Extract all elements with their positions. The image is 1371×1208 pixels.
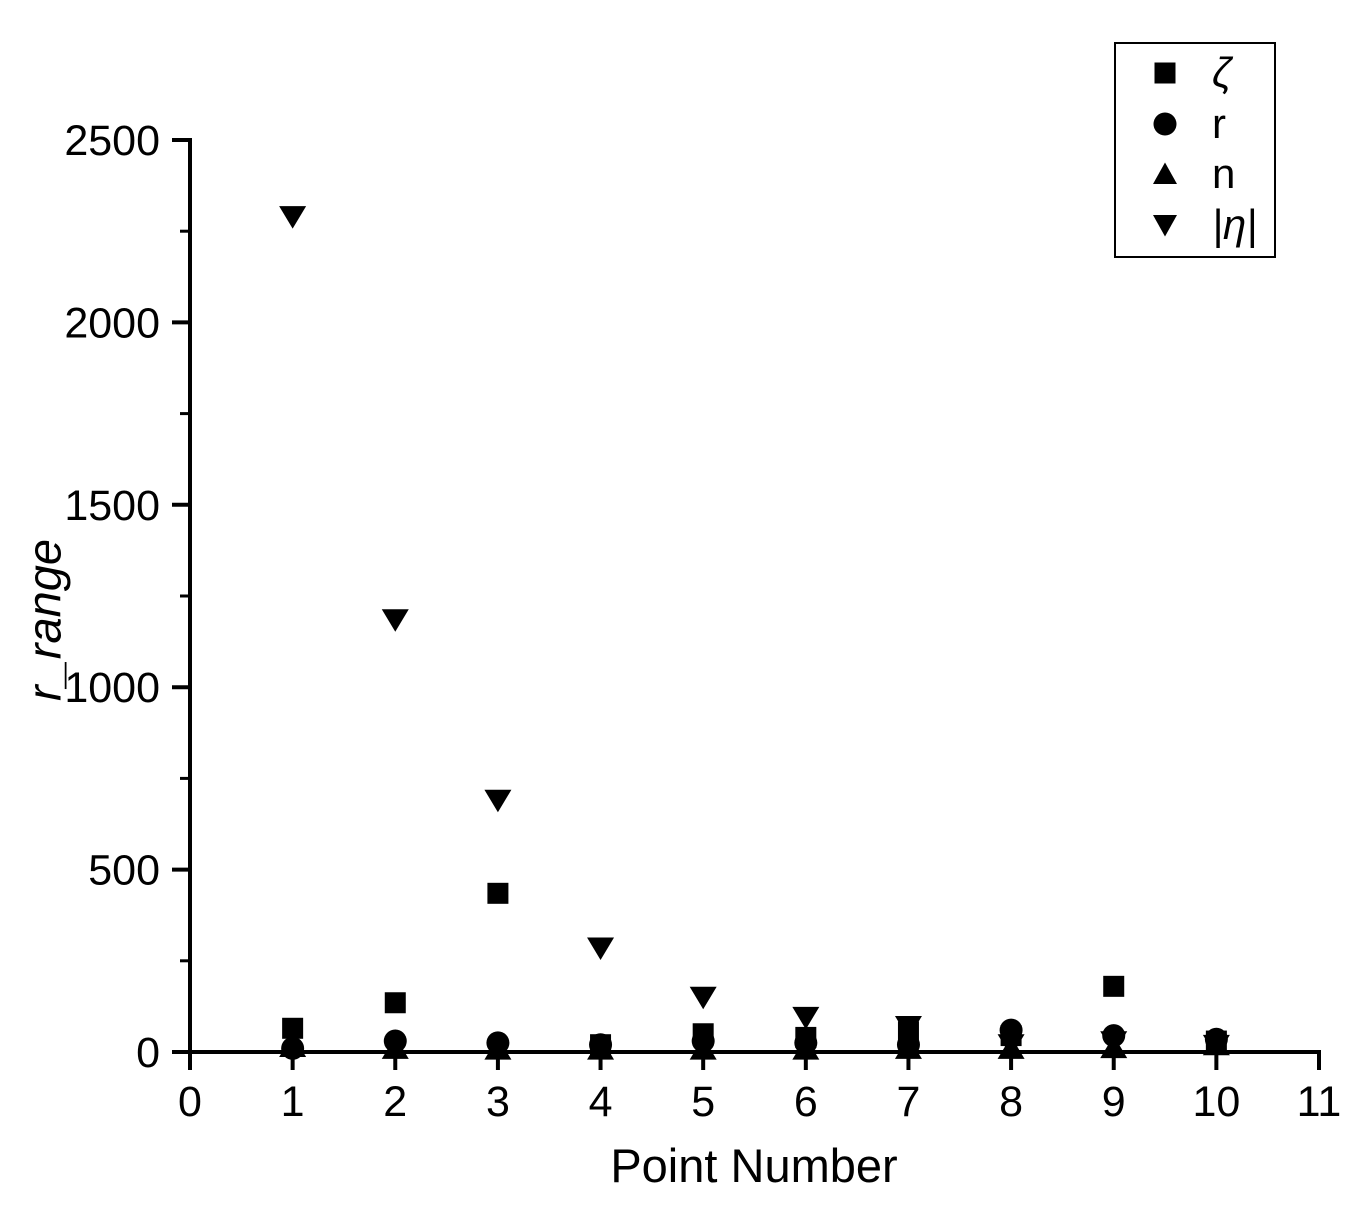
- legend-item-n: n: [1116, 149, 1274, 200]
- axes: [188, 138, 1321, 1054]
- square-marker-icon: [1154, 62, 1176, 84]
- legend-label-r: r: [1212, 99, 1226, 147]
- x-tick-label: 7: [896, 1078, 920, 1126]
- y-axis-ticks: 0 500 1000 1500 2000 2500: [64, 117, 190, 1077]
- series-4-markers: [279, 206, 1230, 1058]
- legend-item-eta: |η|: [1116, 200, 1274, 251]
- x-axis-ticks: 0 1 2 3 4 5 6 7 8 9 10 11: [178, 1052, 1341, 1126]
- x-tick-label: 5: [691, 1078, 715, 1126]
- circle-marker-icon: [1153, 112, 1177, 136]
- legend-item-r: r: [1116, 99, 1274, 150]
- x-tick-label: 6: [794, 1078, 818, 1126]
- legend-item-zeta: ζ: [1116, 48, 1274, 99]
- y-tick-label: 1500: [64, 482, 160, 530]
- legend-label-zeta: ζ: [1212, 49, 1232, 97]
- y-tick-label: 1000: [64, 664, 160, 712]
- y-tick-label: 2500: [64, 117, 160, 165]
- x-tick-label: 11: [1297, 1078, 1342, 1126]
- series-3-markers: [279, 1032, 1230, 1060]
- y-tick-label: 0: [136, 1029, 160, 1077]
- series-2-markers: [281, 1018, 1228, 1060]
- triangle-up-marker-icon: [1153, 162, 1177, 185]
- x-tick-label: 1: [281, 1078, 305, 1126]
- x-tick-label: 4: [589, 1078, 613, 1126]
- x-tick-label: 8: [999, 1078, 1023, 1126]
- x-tick-label: 10: [1192, 1078, 1240, 1126]
- legend-label-n: n: [1212, 150, 1236, 198]
- y-tick-label: 500: [88, 847, 160, 895]
- triangle-down-marker-icon: [1153, 214, 1177, 237]
- y-tick-label: 2000: [64, 299, 160, 347]
- x-axis-title: Point Number: [610, 1139, 898, 1192]
- legend: ζ r n |η|: [1114, 42, 1276, 258]
- y-axis-title: r_range: [17, 539, 71, 701]
- x-tick-label: 9: [1102, 1078, 1126, 1126]
- series-1-markers: [282, 882, 1227, 1056]
- x-tick-label: 0: [178, 1078, 202, 1126]
- x-tick-label: 3: [486, 1078, 510, 1126]
- x-tick-label: 2: [383, 1078, 407, 1126]
- legend-label-eta: |η|: [1212, 200, 1258, 248]
